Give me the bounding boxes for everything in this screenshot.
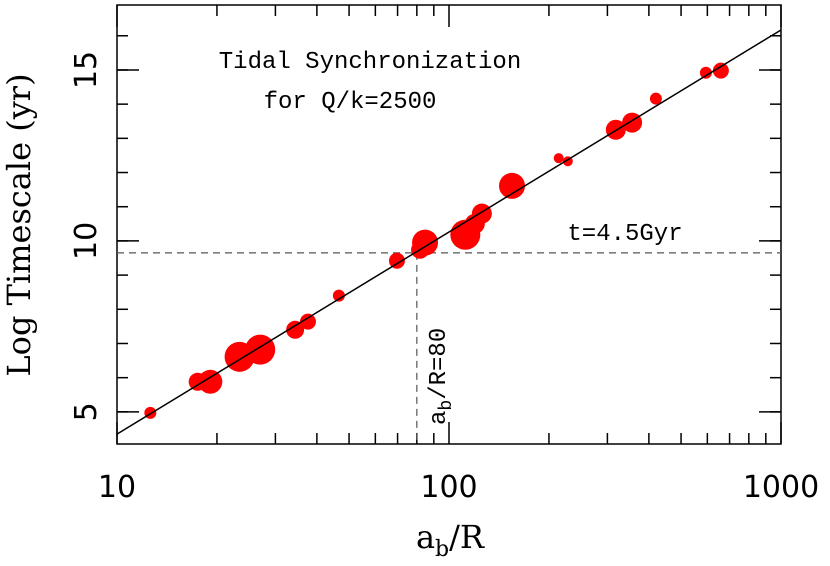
hline-label: t=4.5Gyr — [567, 221, 682, 248]
fit-line — [116, 29, 782, 435]
y-tick-label: 15 — [69, 51, 104, 89]
title-line: Tidal Synchronization — [219, 49, 521, 76]
x-label-part: a — [416, 518, 435, 556]
point — [198, 369, 223, 394]
vline-label-part: a — [426, 411, 453, 425]
point — [299, 313, 316, 330]
vline-label-sub: b — [437, 400, 457, 411]
x-label-part: /R — [449, 518, 485, 556]
point — [332, 289, 345, 302]
point — [286, 320, 305, 339]
x-axis-label: ab/R — [416, 518, 485, 562]
point — [245, 334, 276, 365]
point — [388, 252, 405, 269]
y-tick-label: 5 — [69, 402, 104, 421]
x-tick-label: 1000 — [743, 470, 819, 505]
point — [553, 153, 564, 164]
point — [712, 62, 729, 79]
y-axis-label: Log Timescale (yr) — [0, 73, 38, 376]
vline-label-part: /R=80 — [426, 328, 453, 400]
x-tick-label: 10 — [98, 470, 136, 505]
y-tick-label: 10 — [69, 222, 104, 260]
point — [699, 66, 712, 79]
title-line: for Q/k=2500 — [264, 89, 437, 116]
point — [471, 203, 492, 224]
point — [499, 172, 526, 199]
point — [412, 229, 439, 256]
x-label-sub: b — [435, 537, 449, 562]
point — [649, 92, 662, 105]
x-tick-label: 100 — [420, 470, 477, 505]
vline-label: ab/R=80 — [426, 328, 457, 425]
